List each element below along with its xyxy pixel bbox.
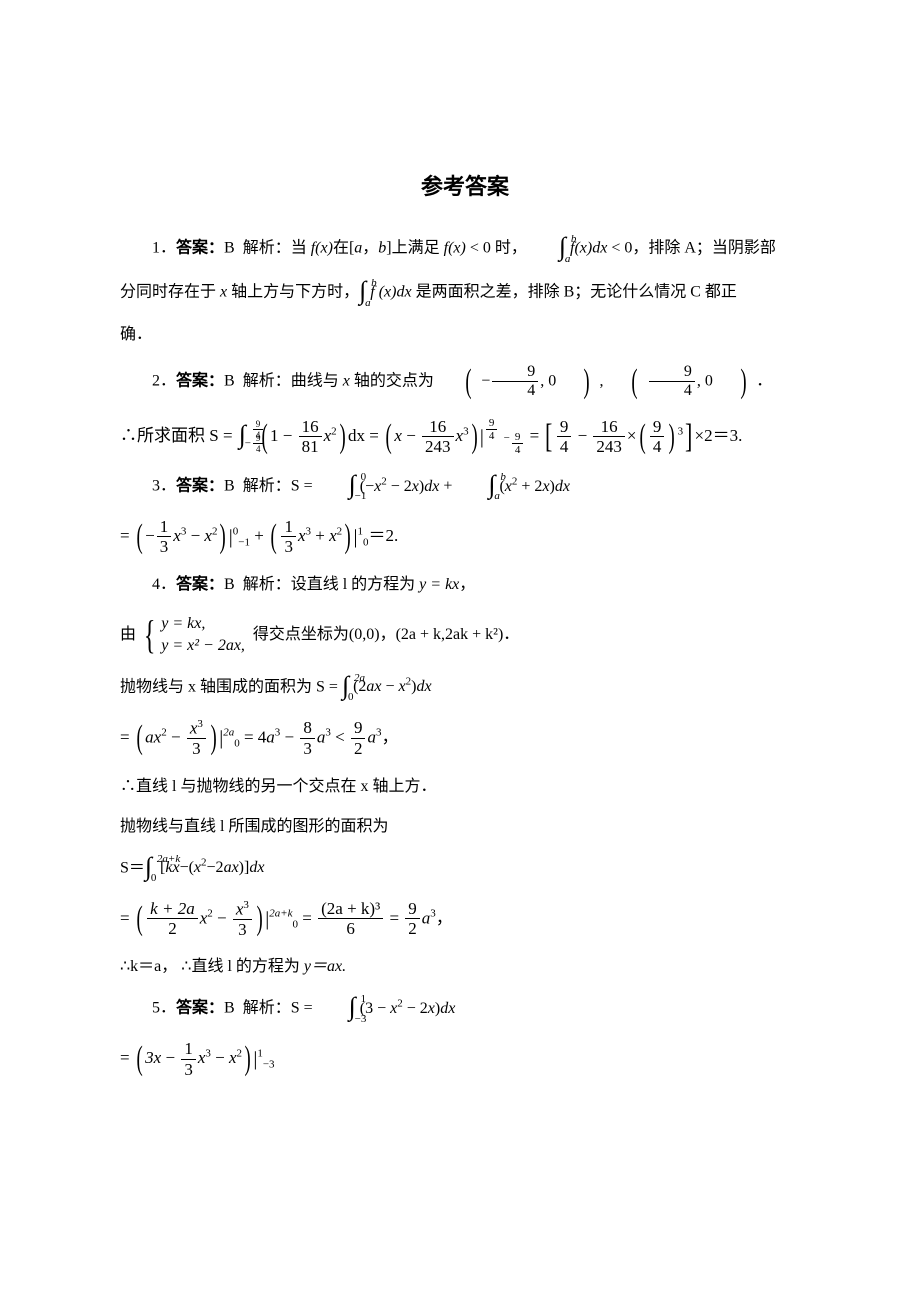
lparen: ( <box>613 370 637 394</box>
period: ． <box>756 373 772 390</box>
x: x <box>343 373 350 390</box>
jiexi-label: 解析： <box>243 478 291 495</box>
answer-choice: B <box>224 478 235 495</box>
y: 0 <box>548 373 556 390</box>
integral: ∫ba <box>527 235 566 263</box>
t: ， <box>459 576 475 593</box>
answer-label: 答案： <box>176 240 224 257</box>
answer-1: 1．答案：B 解析：当 f(x)在[a，b]上满足 f(x) < 0 时，∫ba… <box>120 235 810 263</box>
frac: 94 <box>649 363 695 401</box>
prefix: ∴所求面积 S = <box>120 426 233 445</box>
S: S = <box>291 1000 313 1017</box>
jiexi-label: 解析： <box>243 1000 291 1017</box>
body1: (−x2 − 2x)dx <box>360 478 440 495</box>
t: 抛物线与 x 轴围成的面积为 S = <box>120 678 338 695</box>
page-container: 参考答案 1．答案：B 解析：当 f(x)在[a，b]上满足 f(x) < 0 … <box>0 0 920 1155</box>
t: 是两面积之差，排除 B；无论什么情况 C 都正 <box>412 284 737 301</box>
eqn: y = kx <box>419 576 459 593</box>
answer-1-line2: 分同时存在于 x 轴上方与下方时，∫ba f (x)dx 是两面积之差，排除 B… <box>120 279 810 307</box>
answer-3: 3．答案：B 解析：S = ∫0−1 (−x2 − 2x)dx + ∫ba (x… <box>120 473 810 501</box>
int2: ∫ba <box>456 473 495 501</box>
answer-4-concl1: ∴直线 l 与抛物线的另一个交点在 x 轴上方． <box>120 775 810 799</box>
answer-num: 1 <box>152 240 160 257</box>
t: 轴上方与下方时， <box>227 284 359 301</box>
answer-choice: B <box>224 240 235 257</box>
S: S = <box>291 478 313 495</box>
rparen: ) <box>566 370 590 394</box>
answer-5-line2: = (3x − 13x3 − x2)|1−3 <box>120 1039 810 1079</box>
Spre: S＝ <box>120 859 145 876</box>
lbrace-icon: { <box>144 619 156 651</box>
answer-4: 4．答案：B 解析：设直线 l 的方程为 y = kx， <box>120 573 810 597</box>
jiexi-label: 解析： <box>243 576 291 593</box>
y: 0 <box>705 373 713 390</box>
answer-choice: B <box>224 373 235 390</box>
answer-label: 答案： <box>176 576 224 593</box>
t: ， <box>362 240 378 257</box>
eqn: y＝ax. <box>304 958 346 975</box>
answer-4-line-eq: = (ax2 − x33)|2a0 = 4a3 − 83a3 < 92a3， <box>120 718 810 759</box>
answer-num: 3 <box>152 478 160 495</box>
t: 在[ <box>333 240 354 257</box>
rparen: ) <box>723 370 747 394</box>
t: 得交点坐标为(0,0)，(2a + k,2ak + k²)． <box>253 626 519 643</box>
system: y = kx,y = x² − 2ax, <box>161 613 245 658</box>
t: 轴的交点为 <box>350 373 434 390</box>
jiexi-label: 解析： <box>243 373 291 390</box>
answer-4-concl2: 抛物线与直线 l 所围成的图形的面积为 <box>120 815 810 839</box>
frac: 94 <box>492 363 538 401</box>
answer-choice: B <box>224 576 235 593</box>
t: < 0，排除 A；当阴影部 <box>607 240 776 257</box>
answer-3-line2: = (−13x3 − x2)|0−1 + (13x3 + x2)|10＝2. <box>120 517 810 557</box>
jiexi-label: 解析： <box>243 240 291 257</box>
answer-5: 5．答案：B 解析：S = ∫1−3 (3 − x2 − 2x)dx <box>120 995 810 1023</box>
fx: f(x) <box>311 240 333 257</box>
answer-4-S2: S＝∫2a+k0 [kx−(x2−2ax)]dx <box>120 855 810 883</box>
neg: − <box>481 373 490 390</box>
int: ∫1−3 <box>317 995 356 1023</box>
answer-label: 答案： <box>176 373 224 390</box>
t: 当 <box>291 240 311 257</box>
answer-4-para: 抛物线与 x 轴围成的面积为 S = ∫2a0 (2ax − x2)dx <box>120 674 810 702</box>
answer-2: 2．答案：B 解析：曲线与 x 轴的交点为 (−94, 0),(94, 0)． <box>120 363 810 401</box>
int: ∫2a0 <box>342 674 349 702</box>
answer-label: 答案： <box>176 478 224 495</box>
answer-num: 5 <box>152 1000 160 1017</box>
answer-choice: B <box>224 1000 235 1017</box>
t: 设直线 l 的方程为 <box>291 576 419 593</box>
integral2: ∫ba <box>359 279 366 307</box>
t: ]上满足 <box>386 240 443 257</box>
answer-label: 答案： <box>176 1000 224 1017</box>
answer-2-eqn: ∴所求面积 S = ∫94−94 (1 − 1681x2)dx = (x − 1… <box>120 417 810 457</box>
answer-4-S2-line2: = (k + 2a2x2 − x33)|2a+k0 = (2a + k)³6 =… <box>120 899 810 940</box>
answer-num: 2 <box>152 373 160 390</box>
fx2: f(x) <box>444 240 466 257</box>
answer-num: 4 <box>152 576 160 593</box>
int1: ∫0−1 <box>317 473 356 501</box>
lparen: ( <box>448 370 472 394</box>
page-title: 参考答案 <box>120 170 810 203</box>
int: ∫2a+k0 <box>145 855 152 883</box>
t: < 0 时， <box>466 240 527 257</box>
t: ∴k＝a， ∴直线 l 的方程为 <box>120 958 304 975</box>
t: 曲线与 <box>291 373 343 390</box>
t: 分同时存在于 <box>120 284 220 301</box>
plus: + <box>439 478 456 495</box>
you: 由 <box>120 626 136 643</box>
answer-1-line3: 确． <box>120 323 810 347</box>
integral: ∫94−94 <box>239 423 246 451</box>
answer-4-concl3: ∴k＝a， ∴直线 l 的方程为 y＝ax. <box>120 955 810 979</box>
body: (3 − x2 − 2x)dx <box>360 1000 456 1017</box>
body2: (x2 + 2x)dx <box>499 478 570 495</box>
answer-4-sys: 由 {y = kx,y = x² − 2ax, 得交点坐标为(0,0)，(2a … <box>120 613 810 658</box>
